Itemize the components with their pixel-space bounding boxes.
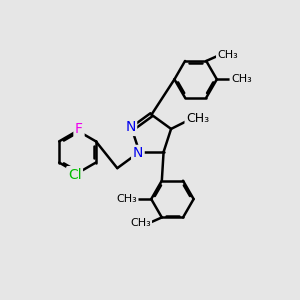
Text: N: N <box>125 120 136 134</box>
Text: CH₃: CH₃ <box>116 194 137 204</box>
Text: CH₃: CH₃ <box>186 112 209 125</box>
Text: N: N <box>133 146 143 161</box>
Text: Cl: Cl <box>68 168 81 182</box>
Text: CH₃: CH₃ <box>218 50 238 60</box>
Text: CH₃: CH₃ <box>231 74 252 84</box>
Text: F: F <box>75 122 83 136</box>
Text: CH₃: CH₃ <box>130 218 151 228</box>
